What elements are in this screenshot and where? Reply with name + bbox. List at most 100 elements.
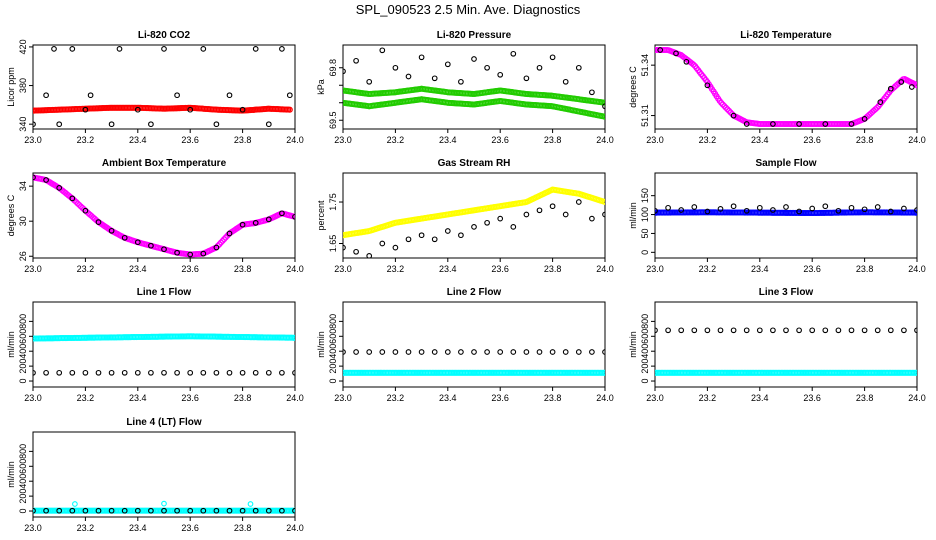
sample-flow-sample-flow-raw-point <box>835 207 842 214</box>
line-2-flow-line-2-high-point <box>589 349 595 355</box>
line-4-lt-flow-line-4-raw-point <box>213 507 220 514</box>
line-3-flow-line-3-high-point <box>730 327 737 334</box>
line-1-flow-y-tick-label: 600 <box>18 329 28 344</box>
sample-flow-sample-flow-point <box>913 209 917 216</box>
line-2-flow-line-2-high-point <box>405 349 412 355</box>
sample-flow-x-tick-label: 23.2 <box>699 264 717 274</box>
line-1-flow-line-1-low-point <box>82 369 89 376</box>
li-820-pressure-pressure-raw-point <box>549 54 556 61</box>
li-820-pressure-pressure-raw-point <box>343 68 346 75</box>
gas-stream-rh-rh-raw-point <box>562 211 569 218</box>
line-3-flow-plot-frame <box>654 301 918 388</box>
line-2-flow-line-2-high-point <box>510 349 517 355</box>
li-820-temperature-temperature-raw-point <box>704 82 711 89</box>
line-2-flow-line-2-high-point <box>431 349 438 355</box>
li-820-pressure-y-axis-label: kPa <box>316 79 326 95</box>
line-1-flow-line-1-low-point <box>292 369 295 376</box>
line-3-flow-line-3-low-point <box>913 369 917 376</box>
sample-flow-sample-flow-raw-point <box>809 205 816 212</box>
line-3-flow-y-axis-label: ml/min <box>628 331 638 358</box>
line-1-flow-line-1-low-point <box>200 369 207 376</box>
chart-gas-stream-rh: Gas Stream RH 23.0 23.2 23.4 23.6 23.8 24.0 1.6… <box>316 158 614 274</box>
gas-stream-rh-rh-raw-point <box>353 248 359 255</box>
line-4-lt-flow-line-4-raw-point <box>252 507 259 514</box>
line-3-flow-x-tick-label: 23.2 <box>699 393 717 403</box>
gas-stream-rh-rh-raw-point <box>444 228 451 234</box>
sample-flow-sample-flow-raw-point <box>822 203 829 210</box>
line-2-flow-y-tick-label: 400 <box>328 344 338 359</box>
ambient-box-temperature-box-temperature-raw-point <box>226 230 233 237</box>
line-4-lt-flow-line-4-raw-series <box>33 507 295 514</box>
li-820-pressure-pressure-raw-point <box>418 54 425 61</box>
li-820-co2-co2-raw-point <box>279 46 285 52</box>
li-820-co2-co2-raw-point <box>239 106 246 113</box>
ambient-box-temperature-box-temperature-raw-point <box>148 242 154 249</box>
li-820-co2-co2-raw-point <box>108 121 115 128</box>
li-820-pressure-pressure-raw-point <box>589 89 595 96</box>
li-820-temperature-title: Li-820 Temperature <box>740 30 832 41</box>
li-820-temperature-temperature-raw-point <box>673 50 679 57</box>
ambient-box-temperature-box-temperature-raw-point <box>108 227 115 234</box>
sample-flow-sample-flow-raw-point <box>861 206 868 213</box>
li-820-temperature-temperature-point <box>913 82 917 89</box>
line-2-flow-title: Line 2 Flow <box>447 287 502 298</box>
gas-stream-rh-x-tick-label: 24.0 <box>596 264 614 274</box>
gas-stream-rh-rh-raw-point <box>549 203 556 210</box>
li-820-pressure-x-tick-label: 23.6 <box>491 135 509 145</box>
line-1-flow-line-1-low-point <box>108 369 115 376</box>
line-2-flow-x-tick-label: 24.0 <box>596 393 614 403</box>
ambient-box-temperature-box-temperature-raw-point <box>69 195 76 202</box>
line-3-flow-line-3-high-point <box>704 327 711 334</box>
li-820-pressure-plot-frame <box>342 44 606 130</box>
li-820-pressure-x-tick-label: 23.2 <box>387 135 405 145</box>
sample-flow-sample-flow-raw-point <box>901 205 907 212</box>
sample-flow-y-tick-label: 100 <box>640 207 650 222</box>
ambient-box-temperature-y-tick-label: 34 <box>18 181 28 191</box>
li-820-co2-co2-raw-point <box>286 92 293 99</box>
line-2-flow-line-2-high-point <box>602 349 605 355</box>
li-820-pressure-pressure-lower-series <box>343 96 605 120</box>
line-4-lt-flow-y-tick-label: 0 <box>18 509 28 514</box>
line-3-flow-line-3-high-point <box>717 327 724 334</box>
line-1-flow-x-tick-label: 23.6 <box>181 393 199 403</box>
line-2-flow-x-tick-label: 23.4 <box>439 393 457 403</box>
line-1-flow-y-tick-label: 0 <box>18 379 28 384</box>
ambient-box-temperature-box-temperature-raw-point <box>134 239 141 246</box>
line-4-lt-flow-y-tick-label: 200 <box>18 489 28 504</box>
line-2-flow-line-2-high-point <box>497 349 504 355</box>
li-820-temperature-temperature-raw-point <box>908 84 915 90</box>
line-2-flow-y-tick-label: 800 <box>328 314 338 329</box>
li-820-pressure-y-tick-label: 69.5 <box>328 111 338 129</box>
ambient-box-temperature-x-tick-label: 23.2 <box>77 264 95 274</box>
line-4-lt-flow-y-tick-label: 400 <box>18 474 28 489</box>
ambient-box-temperature-box-temperature-raw-point <box>33 174 36 181</box>
gas-stream-rh-rh-raw-point <box>536 207 543 214</box>
sample-flow-sample-flow-raw-point <box>770 207 776 213</box>
line-3-flow-line-3-low-series <box>655 369 917 376</box>
li-820-pressure-pressure-raw-point <box>575 64 582 71</box>
figure-title: SPL_090523 2.5 Min. Ave. Diagnostics <box>355 2 581 17</box>
line-4-lt-flow-line-4-raw-point <box>108 507 115 514</box>
line-1-flow-x-tick-label: 23.8 <box>234 393 252 403</box>
line-2-flow-line-2-low-series <box>343 369 605 376</box>
gas-stream-rh-rh-raw-point <box>418 232 425 239</box>
li-820-temperature-temperature-raw-point <box>887 85 894 92</box>
line-1-flow-title: Line 1 Flow <box>137 287 192 298</box>
li-820-pressure-pressure-lower-point <box>601 113 605 120</box>
line-4-lt-flow-title: Line 4 (LT) Flow <box>126 417 202 428</box>
sample-flow-x-tick-label: 24.0 <box>908 264 926 274</box>
sample-flow-sample-flow-raw-point <box>691 204 698 210</box>
li-820-pressure-x-tick-label: 23.8 <box>544 135 562 145</box>
li-820-pressure-pressure-raw-point <box>353 57 359 64</box>
li-820-pressure-pressure-upper-point <box>601 99 605 106</box>
line-2-flow-line-2-high-point <box>353 349 359 355</box>
line-1-flow-plot-frame <box>32 301 296 388</box>
li-820-co2-x-tick-label: 24.0 <box>286 135 304 145</box>
line-1-flow-line-1-low-point <box>95 369 102 376</box>
sample-flow-sample-flow-raw-point <box>783 204 789 210</box>
gas-stream-rh-rh-raw-point <box>510 224 517 230</box>
line-3-flow-line-3-high-point <box>756 327 763 334</box>
line-1-flow-x-tick-label: 23.2 <box>77 393 95 403</box>
line-4-lt-flow-x-tick-label: 24.0 <box>286 523 304 533</box>
